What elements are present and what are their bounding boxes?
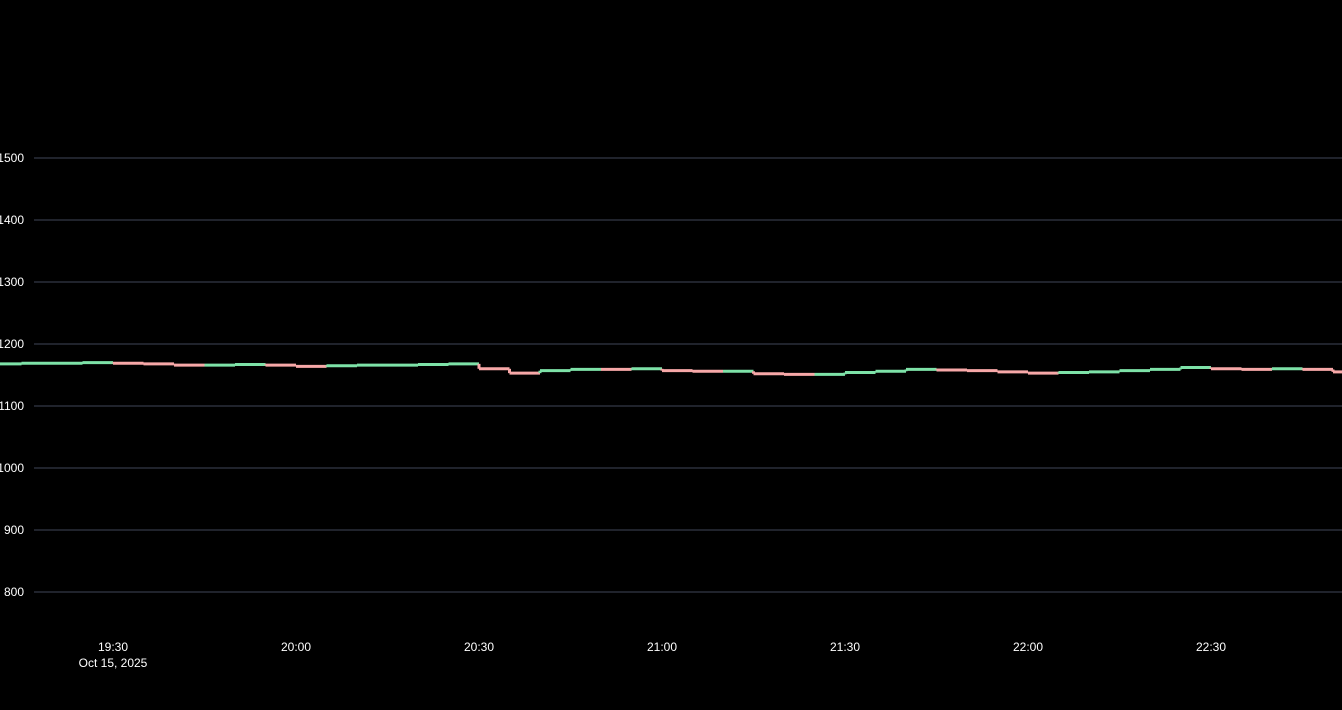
- price-series[interactable]: [0, 361, 1342, 376]
- y-axis: 1500 1400 1300 1200 1100 1000 900 800: [0, 151, 24, 599]
- y-tick-label: 1500: [0, 151, 24, 165]
- y-tick-label: 1100: [0, 399, 24, 413]
- x-tick-label: 19:30: [98, 640, 128, 654]
- x-tick-label: 22:30: [1196, 640, 1226, 654]
- y-tick-label: 1300: [0, 275, 24, 289]
- x-tick-label: 20:00: [281, 640, 311, 654]
- x-axis: 19:30 Oct 15, 2025 20:00 20:30 21:00 21:30 22:…: [79, 640, 1227, 670]
- y-tick-label: 1200: [0, 337, 24, 351]
- x-tick-date-label: Oct 15, 2025: [79, 656, 148, 670]
- y-tick-label: 800: [4, 585, 24, 599]
- grid-lines: [34, 157, 1342, 593]
- y-tick-label: 1000: [0, 461, 24, 475]
- y-tick-label: 1400: [0, 213, 24, 227]
- x-tick-label: 21:00: [647, 640, 677, 654]
- x-tick-label: 22:00: [1013, 640, 1043, 654]
- x-tick-label: 20:30: [464, 640, 494, 654]
- x-tick-label: 21:30: [830, 640, 860, 654]
- y-tick-label: 900: [4, 523, 24, 537]
